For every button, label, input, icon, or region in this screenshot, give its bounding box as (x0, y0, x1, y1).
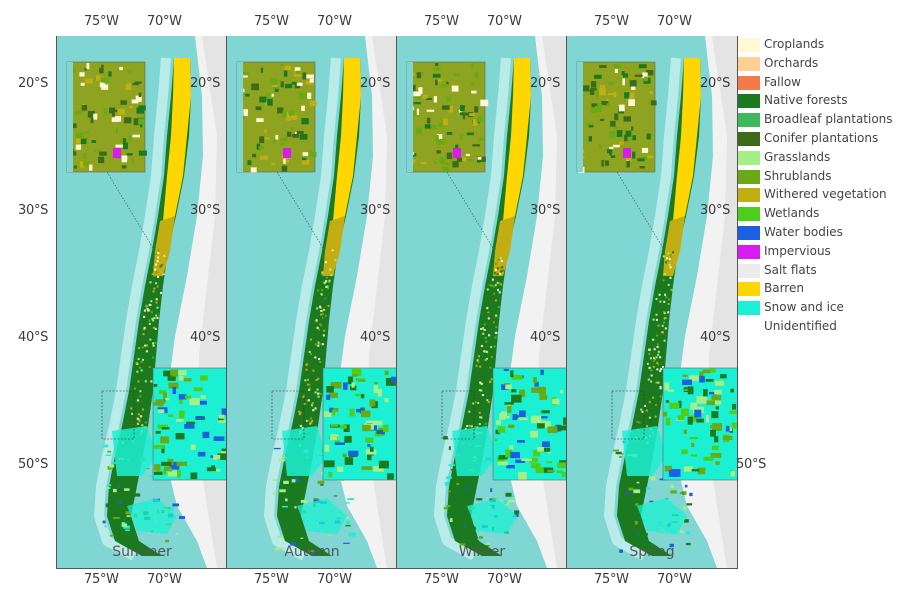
legend-swatch (738, 131, 760, 146)
legend-label: Orchards (764, 55, 819, 70)
inner-lat-label: 20°S (190, 76, 221, 91)
legend-item: Croplands (738, 36, 898, 55)
legend-swatch (738, 225, 760, 240)
top-lon-label: 75°W (254, 14, 289, 29)
inner-lat-label: 20°S (530, 76, 561, 91)
inner-lat-label: 20°S (700, 76, 731, 91)
legend-label: Croplands (764, 37, 825, 51)
left-lat-label: 40°S (18, 330, 49, 345)
legend-swatch (738, 263, 760, 278)
legend-item: Fallow (738, 74, 898, 93)
legend-swatch (738, 38, 760, 52)
season-label: Winter (458, 544, 506, 560)
legend-swatch (738, 188, 760, 203)
chile-land-cover-map (576, 36, 737, 568)
legend-item: Shrublands (738, 168, 898, 187)
legend-item: Unidentified (738, 318, 898, 337)
legend-item: Broadleaf plantations (738, 111, 898, 130)
top-lon-label: 70°W (657, 14, 692, 29)
legend-label: Snow and ice (764, 300, 844, 315)
legend-swatch (738, 282, 760, 297)
legend-item: Water bodies (738, 224, 898, 243)
legend-swatch (738, 169, 760, 184)
left-lat-label: 50°S (18, 457, 49, 472)
legend-swatch (738, 94, 760, 109)
season-label: Spring (629, 544, 675, 560)
left-lat-label: 20°S (18, 76, 49, 91)
legend-item: Barren (738, 280, 898, 299)
bottom-lon-label: 70°W (147, 572, 182, 587)
chile-land-cover-map (406, 36, 567, 568)
map-panel-autumn: Autumn (226, 36, 398, 569)
legend-swatch (738, 75, 760, 90)
map-panel-winter: Winter (396, 36, 568, 569)
legend-swatch (738, 56, 760, 71)
legend-item: Grasslands (738, 149, 898, 168)
season-label: Summer (112, 544, 172, 560)
legend-swatch (738, 301, 760, 316)
legend-label: Broadleaf plantations (764, 112, 893, 127)
inner-lat-label: 50°S (736, 457, 767, 472)
legend-label: Water bodies (764, 224, 843, 239)
bottom-lon-label: 75°W (594, 572, 629, 587)
bottom-lon-label: 75°W (254, 572, 289, 587)
legend-label: Native forests (764, 93, 848, 108)
map-panel-spring: Spring (566, 36, 738, 569)
bottom-lon-label: 75°W (84, 572, 119, 587)
bottom-lon-label: 70°W (657, 572, 692, 587)
bottom-lon-label: 70°W (317, 572, 352, 587)
top-lon-label: 75°W (84, 14, 119, 29)
legend-swatch (738, 244, 760, 259)
legend-label: Shrublands (764, 168, 832, 183)
top-lon-label: 70°W (317, 14, 352, 29)
legend-swatch (738, 150, 760, 165)
inner-lat-label: 30°S (530, 203, 561, 218)
legend-swatch (738, 207, 760, 222)
inner-lat-label: 40°S (190, 330, 221, 345)
legend-label: Impervious (764, 243, 831, 258)
season-label: Autumn (284, 544, 340, 560)
legend-item: Native forests (738, 92, 898, 111)
legend-label: Unidentified (764, 318, 837, 333)
legend-label: Grasslands (764, 149, 831, 164)
inner-lat-label: 30°S (700, 203, 731, 218)
legend-label: Fallow (764, 74, 801, 89)
legend-label: Wetlands (764, 206, 820, 221)
inner-lat-label: 30°S (360, 203, 391, 218)
legend-item: Orchards (738, 55, 898, 74)
map-panel-summer: Summer (56, 36, 228, 569)
legend-swatch (738, 319, 760, 334)
top-lon-label: 75°W (424, 14, 459, 29)
inner-lat-label: 20°S (360, 76, 391, 91)
legend-item: Impervious (738, 243, 898, 262)
legend-item: Conifer plantations (738, 130, 898, 149)
legend-swatch (738, 113, 760, 128)
chile-land-cover-map (66, 36, 227, 568)
inner-lat-label: 40°S (530, 330, 561, 345)
chile-land-cover-map (236, 36, 397, 568)
legend-label: Withered vegetation (764, 187, 887, 202)
top-lon-label: 70°W (147, 14, 182, 29)
legend-item: Snow and ice (738, 299, 898, 318)
top-lon-label: 75°W (594, 14, 629, 29)
inner-lat-label: 40°S (360, 330, 391, 345)
inner-lat-label: 40°S (700, 330, 731, 345)
legend-item: Withered vegetation (738, 186, 898, 205)
land-cover-legend: Croplands Orchards Fallow Native forests Bro… (738, 36, 898, 337)
bottom-lon-label: 75°W (424, 572, 459, 587)
left-lat-label: 30°S (18, 203, 49, 218)
legend-label: Barren (764, 281, 804, 296)
top-lon-label: 70°W (487, 14, 522, 29)
inner-lat-label: 30°S (190, 203, 221, 218)
bottom-lon-label: 70°W (487, 572, 522, 587)
legend-item: Wetlands (738, 205, 898, 224)
legend-label: Salt flats (764, 262, 817, 277)
legend-label: Conifer plantations (764, 130, 879, 145)
legend-item: Salt flats (738, 262, 898, 281)
